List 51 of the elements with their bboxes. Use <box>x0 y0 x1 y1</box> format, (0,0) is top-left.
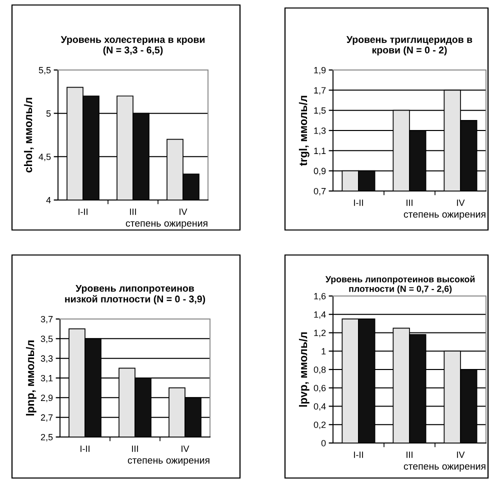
y-axis-title: lpvp, ммоль/л <box>298 332 310 407</box>
y-axis-title: lpnp, ммоль/л <box>26 340 36 416</box>
x-axis-title: степень ожирения <box>404 464 486 472</box>
x-tick-label: IV <box>180 208 188 215</box>
y-tick-label: 3,3 <box>40 355 53 363</box>
y-tick-label: 3,5 <box>40 336 53 344</box>
x-tick-label: IV <box>457 452 465 458</box>
y-tick-label: 1,7 <box>314 87 326 95</box>
x-tick-label: IV <box>457 200 465 206</box>
y-tick-label: 1,3 <box>314 127 326 135</box>
chart-title: Уровень холестерина в крови (N = 3,3 - 6,5) <box>60 36 205 56</box>
x-tick-label: I-II <box>78 208 88 215</box>
x-tick-label: III <box>132 446 138 452</box>
x-axis-title: степень ожирения <box>404 212 486 220</box>
y-tick-label: 1,4 <box>314 311 326 319</box>
y-tick-label: 2,5 <box>40 434 53 442</box>
chart-title: Уровень триглицеридов в крови (N = 0 - 2) <box>346 36 472 56</box>
y-tick-label: 0,8 <box>314 366 326 374</box>
y-tick-label: 5,5 <box>38 67 51 74</box>
y-tick-label: 0,6 <box>314 384 326 392</box>
y-tick-label: 4,5 <box>38 154 51 162</box>
x-tick-label: IV <box>182 446 190 452</box>
y-tick-label: 0,2 <box>314 422 326 430</box>
y-tick-label: 0 <box>321 440 326 446</box>
y-tick-label: 0,7 <box>314 188 326 196</box>
y-tick-label: 1,1 <box>314 148 326 156</box>
x-tick-label: I-II <box>354 200 363 206</box>
chart-title: Уровень липопротеинов низкой плотности (N = 0 - 3,9) <box>65 284 206 304</box>
y-tick-label: 0,4 <box>314 403 326 411</box>
y-tick-label: 1,2 <box>314 330 326 338</box>
y-tick-label: 2,9 <box>40 394 53 402</box>
x-tick-label: III <box>406 200 412 206</box>
y-tick-label: 4 <box>46 197 51 204</box>
y-tick-label: 3,7 <box>40 316 53 324</box>
y-tick-label: 1,5 <box>314 107 326 115</box>
y-tick-label: 1 <box>322 348 326 354</box>
x-tick-label: I-II <box>354 452 363 458</box>
x-axis-title: степень ожирения <box>126 221 208 229</box>
x-axis-title: степень ожирения <box>128 458 210 466</box>
y-tick-label: 3,1 <box>40 374 53 382</box>
x-tick-label: I-II <box>80 446 90 452</box>
y-tick-label: 0,9 <box>314 168 326 176</box>
chart-title: Уровень липопротеинов высокой плотности (N = 0,7 - 2,6) <box>325 276 475 294</box>
y-axis-title: trgl, ммоль/л <box>298 96 310 166</box>
x-tick-label: III <box>406 452 412 458</box>
y-tick-label: 1,6 <box>314 292 326 300</box>
x-tick-label: III <box>130 208 136 215</box>
y-axis-title: chol, ммоль/л <box>24 98 34 172</box>
y-tick-label: 5 <box>46 110 51 117</box>
y-tick-label: 1,9 <box>314 66 326 74</box>
y-tick-label: 2,7 <box>40 414 53 422</box>
